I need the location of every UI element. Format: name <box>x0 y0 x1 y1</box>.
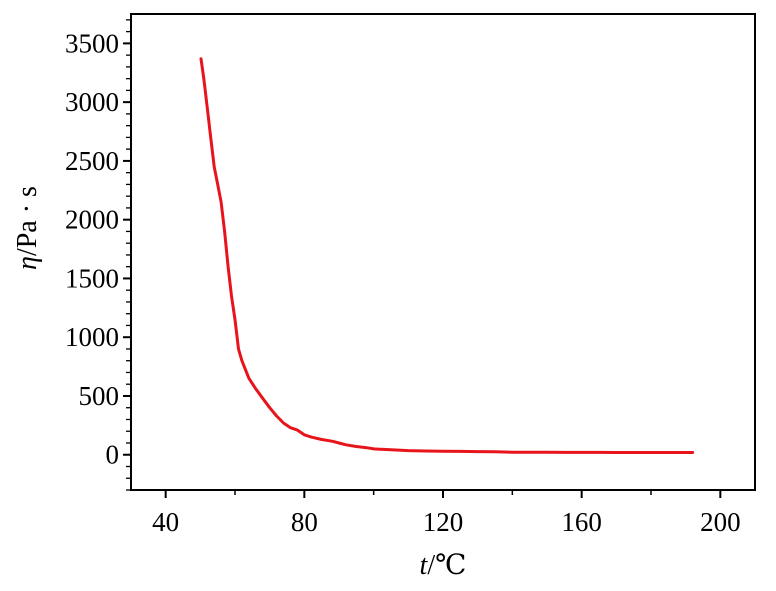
x-axis-title-variable: t <box>420 550 429 581</box>
y-tick-label: 2000 <box>65 205 119 235</box>
y-axis-title-unit: /Pa · s <box>12 186 43 256</box>
x-axis-title-unit: /℃ <box>427 550 466 581</box>
viscosity-line <box>199 57 695 454</box>
y-tick-label: 0 <box>106 440 120 470</box>
x-tick-label: 160 <box>561 507 602 537</box>
plot-frame <box>130 13 756 491</box>
x-axis-title: t/℃ <box>420 550 467 581</box>
y-axis-title: η/Pa · s <box>12 186 43 270</box>
y-tick-label: 3500 <box>65 28 119 58</box>
y-tick-label: 1000 <box>65 322 119 352</box>
y-tick-label: 3000 <box>65 87 119 117</box>
y-tick-label: 1500 <box>65 263 119 293</box>
x-tick-label: 80 <box>291 507 318 537</box>
y-tick-label: 500 <box>79 381 120 411</box>
x-tick-label: 120 <box>423 507 464 537</box>
x-tick-label: 200 <box>700 507 741 537</box>
x-tick-label: 40 <box>152 507 179 537</box>
y-tick-label: 2500 <box>65 146 119 176</box>
y-axis-title-variable: η <box>12 256 43 270</box>
